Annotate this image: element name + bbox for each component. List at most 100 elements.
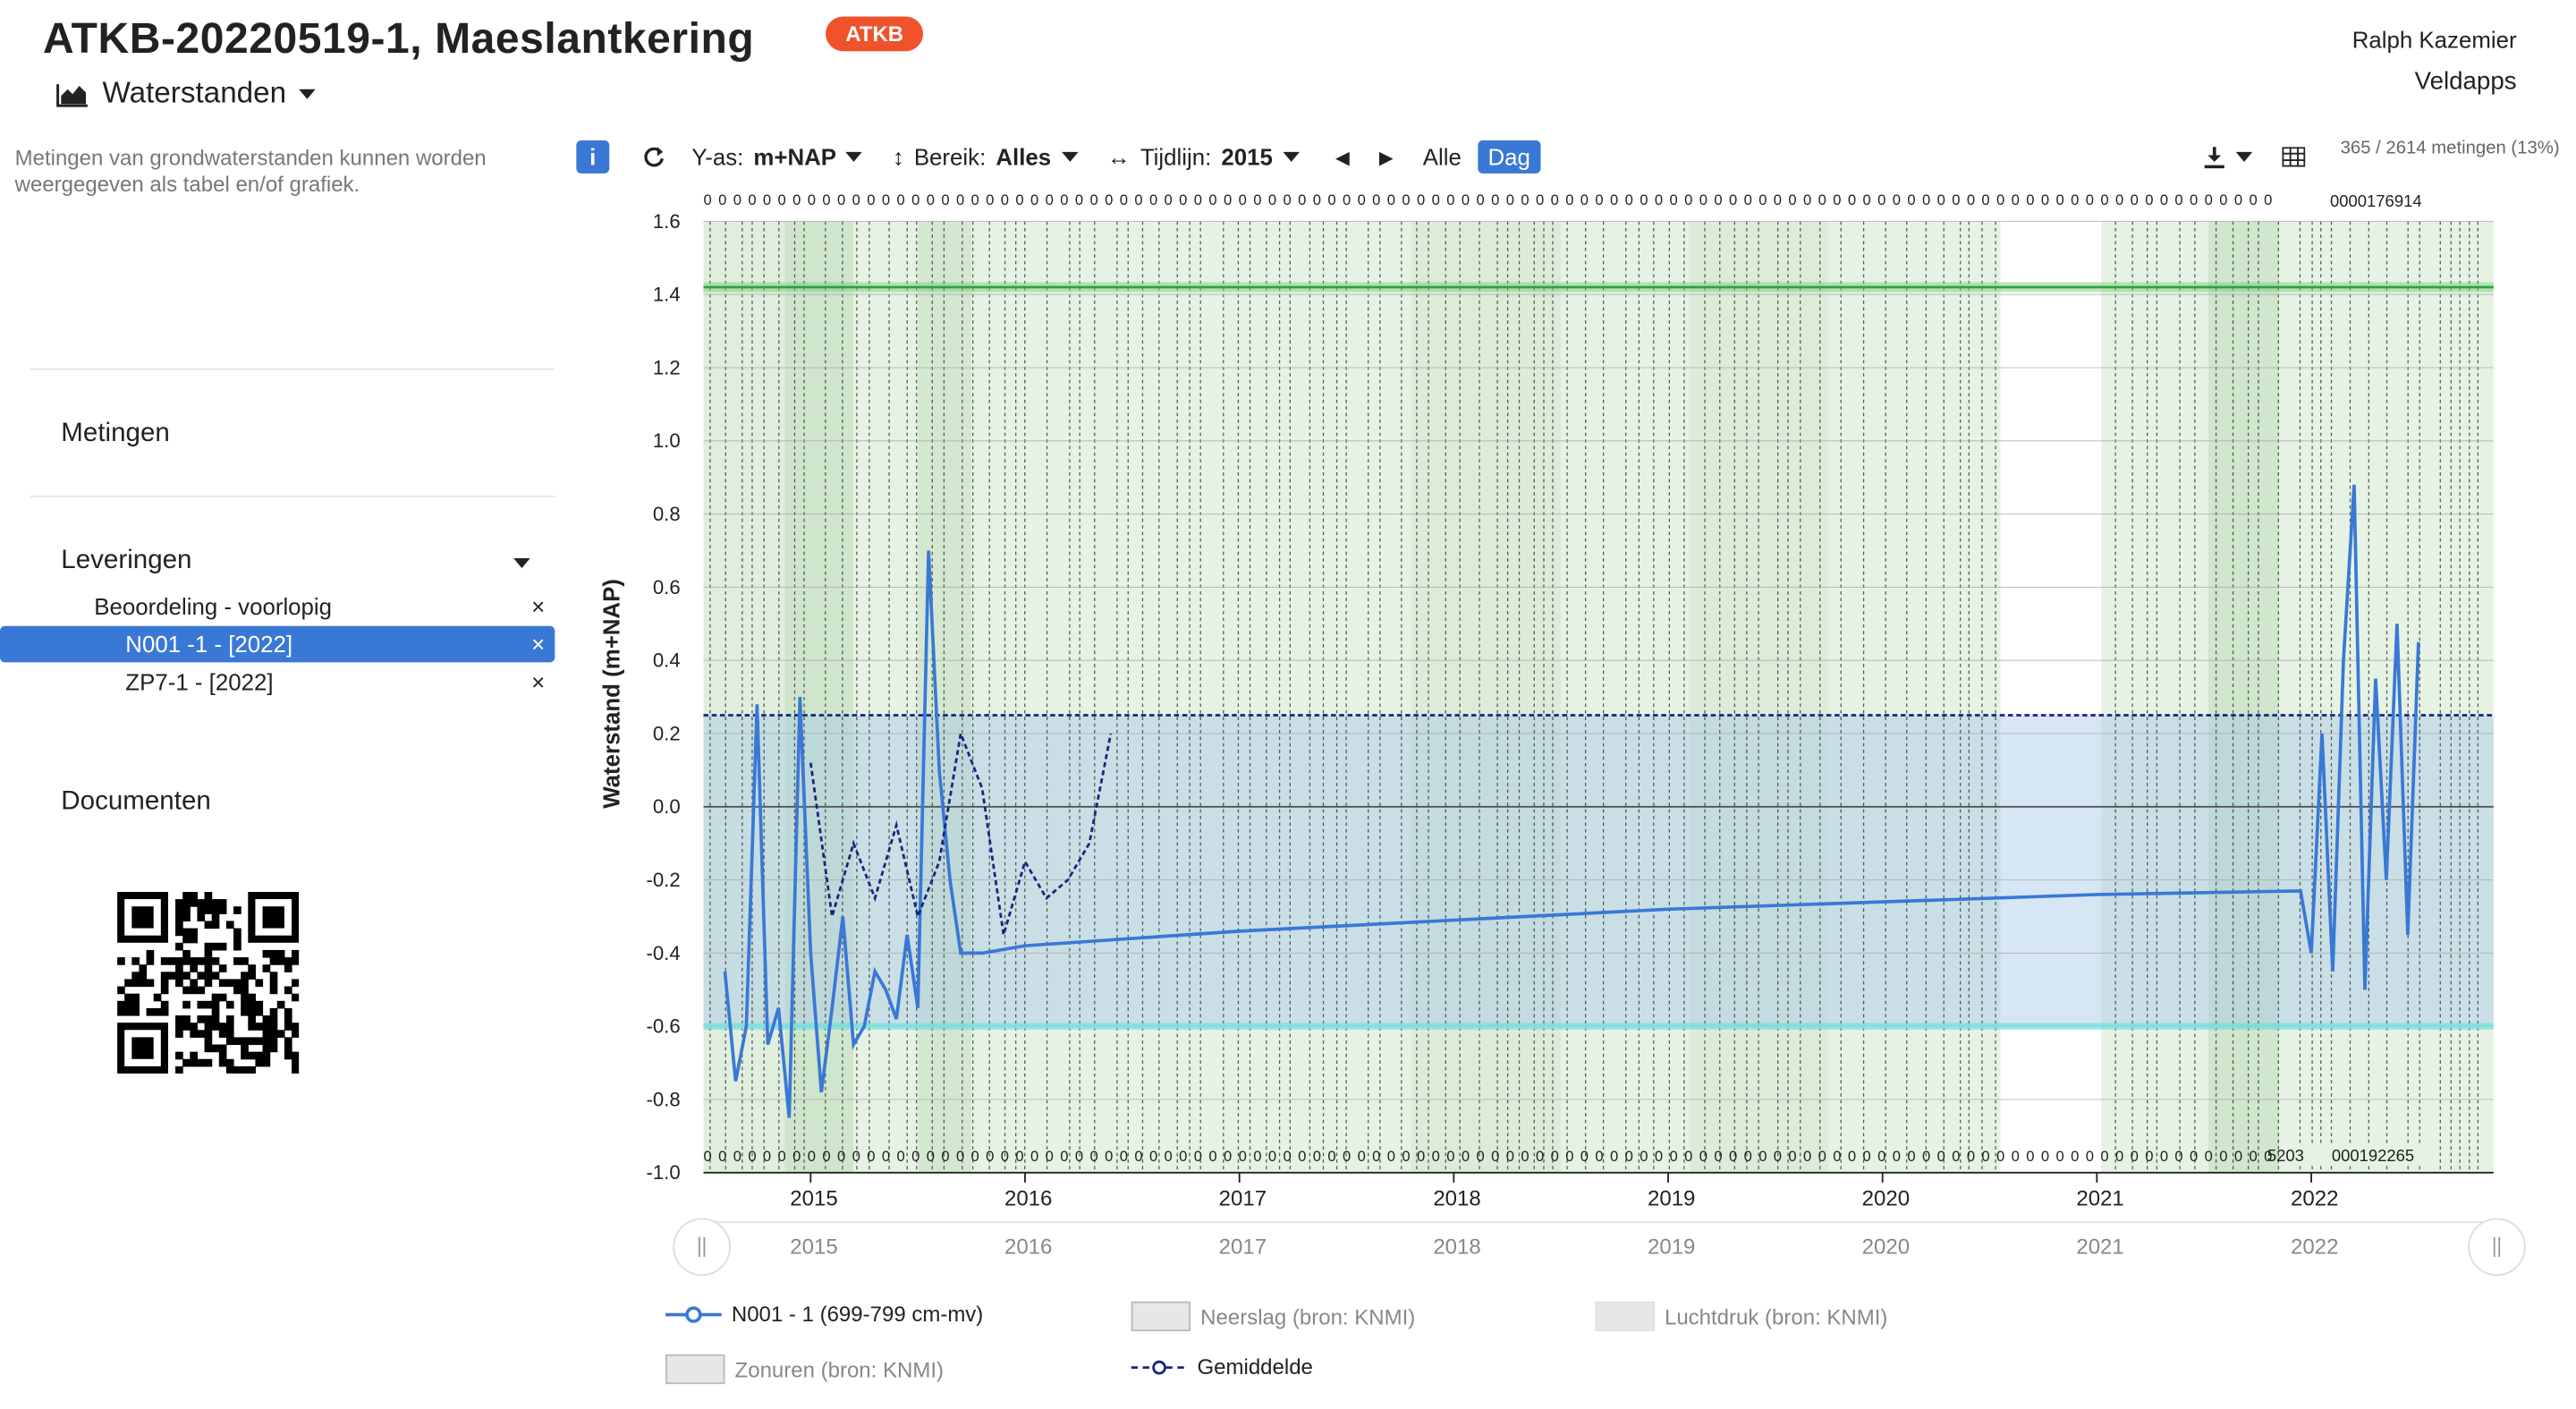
qr-module — [248, 1000, 256, 1009]
qr-module — [262, 1044, 271, 1053]
section-metingen[interactable]: Metingen — [61, 419, 170, 448]
user-name[interactable]: Ralph Kazemier — [2351, 26, 2517, 54]
event-id-label: 0 — [1001, 1148, 1009, 1165]
event-id-label: 0 — [1610, 1148, 1618, 1165]
qr-module — [190, 957, 198, 965]
qr-module — [276, 957, 285, 965]
qr-module — [241, 1007, 249, 1016]
legend-item-n001[interactable]: N001 - 1 (699-799 cm-mv) — [665, 1302, 983, 1326]
event-id-label: 0 — [1729, 1148, 1737, 1165]
chevron-down-icon[interactable] — [846, 151, 863, 162]
event-id-label: 0 — [1253, 1148, 1261, 1165]
qr-module — [248, 1037, 256, 1046]
qr-module — [211, 1007, 220, 1016]
event-id-label: 0 — [1788, 1148, 1796, 1165]
event-id-label: 0 — [1239, 1148, 1247, 1165]
qr-module — [211, 972, 220, 980]
info-button[interactable]: i — [576, 140, 610, 174]
event-id-label: 0 — [2071, 191, 2079, 208]
event-id-label: 0 — [852, 1148, 860, 1165]
y-axis-dropdown[interactable]: m+NAP — [753, 143, 837, 171]
qr-module — [248, 972, 256, 980]
qr-module — [276, 1000, 285, 1009]
chevron-down-icon[interactable] — [1061, 151, 1078, 162]
y-tick-label: -0.8 — [646, 1088, 680, 1110]
chevron-down-icon[interactable] — [2235, 151, 2253, 162]
legend-item-luchtdruk[interactable]: Luchtdruk (bron: KNMI) — [1595, 1301, 1887, 1332]
list-item[interactable]: ZP7-1 - [2022] × — [0, 664, 555, 700]
qr-module — [131, 1037, 154, 1059]
event-id-label: 0 — [1283, 1148, 1291, 1165]
event-id-label: 0 — [1432, 1148, 1440, 1165]
dag-button[interactable]: Dag — [1478, 140, 1540, 174]
bereik-dropdown[interactable]: Alles — [996, 143, 1052, 171]
section-documenten[interactable]: Documenten — [61, 787, 211, 817]
legend-item-gemiddelde[interactable]: Gemiddelde — [1131, 1354, 1313, 1379]
refresh-icon[interactable] — [642, 145, 665, 168]
legend-item-zonuren[interactable]: Zonuren (bron: KNMI) — [665, 1354, 944, 1385]
event-id-label: 0 — [1551, 1148, 1559, 1165]
table-icon[interactable] — [2282, 147, 2306, 167]
event-id-label: 0 — [763, 191, 771, 208]
download-icon[interactable] — [2203, 145, 2226, 169]
y-tick-label: 0.4 — [653, 649, 681, 672]
qr-module — [233, 1037, 242, 1046]
event-id-label: 0 — [1134, 191, 1142, 208]
organization-name[interactable]: Veldapps — [2414, 67, 2517, 97]
qr-module — [225, 921, 234, 929]
event-id-label: 5203 — [2267, 1146, 2304, 1165]
event-id-label: 0 — [1922, 1148, 1930, 1165]
weather-band — [1131, 221, 1411, 1173]
qr-module — [255, 1058, 264, 1067]
qr-module — [190, 1058, 198, 1067]
event-id-label: 0 — [2145, 1148, 2153, 1165]
view-dropdown[interactable]: Waterstanden — [56, 76, 317, 111]
qr-module — [190, 928, 198, 937]
qr-module — [190, 1051, 198, 1060]
alle-button[interactable]: Alle — [1422, 143, 1462, 171]
event-id-label: 0 — [1729, 191, 1737, 208]
event-id-label: 0 — [956, 1148, 964, 1165]
qr-module — [204, 949, 213, 958]
qr-module — [175, 1015, 183, 1023]
section-leveringen[interactable]: Leveringen — [61, 547, 530, 576]
qr-module — [182, 1058, 191, 1067]
qr-module — [182, 928, 191, 937]
list-item-selected[interactable]: N001 -1 - [2022] × — [0, 625, 555, 663]
vertical-range-icon: ↕ — [892, 143, 904, 171]
chevron-down-icon[interactable] — [1282, 151, 1300, 162]
close-icon[interactable]: × — [531, 592, 546, 620]
list-item-label: N001 -1 - [2022] — [125, 631, 293, 658]
event-id-label: 0 — [1253, 191, 1261, 208]
event-id-label: 0 — [1907, 191, 1915, 208]
event-id-label: 0 — [1625, 1148, 1633, 1165]
tijdlijn-dropdown[interactable]: 2015 — [1221, 143, 1273, 171]
qr-module — [284, 1044, 292, 1053]
event-id-label: 0 — [792, 191, 801, 208]
qr-module — [225, 1037, 234, 1046]
event-id-label: 0 — [2190, 191, 2198, 208]
close-icon[interactable]: × — [531, 631, 546, 658]
qr-module — [175, 972, 183, 980]
navigator-tick-label: 2020 — [1862, 1235, 1910, 1259]
close-icon[interactable]: × — [531, 668, 546, 696]
navigator-tick-label: 2016 — [1004, 1235, 1052, 1259]
event-id-label: 0 — [703, 191, 711, 208]
previous-icon[interactable]: ◀ — [1335, 148, 1350, 168]
qr-module — [248, 1007, 256, 1016]
qr-module — [182, 1023, 191, 1031]
list-item[interactable]: Beoordeling - voorlopig × — [0, 588, 555, 624]
legend-item-neerslag[interactable]: Neerslag (bron: KNMI) — [1131, 1301, 1415, 1332]
x-tick-label: 2015 — [790, 1187, 837, 1211]
next-icon[interactable]: ▶ — [1378, 148, 1394, 168]
bereik-label: Bereik: — [913, 143, 987, 171]
legend-label: Zonuren (bron: KNMI) — [734, 1356, 944, 1382]
leveringen-label: Leveringen — [61, 547, 192, 575]
legend-label: Gemiddelde — [1197, 1354, 1313, 1379]
event-id-label: 0 — [986, 1148, 994, 1165]
qr-module — [255, 1000, 264, 1009]
event-id-label: 0 — [1655, 1148, 1663, 1165]
event-id-label: 0 — [852, 191, 860, 208]
event-id-label: 0 — [718, 1148, 726, 1165]
